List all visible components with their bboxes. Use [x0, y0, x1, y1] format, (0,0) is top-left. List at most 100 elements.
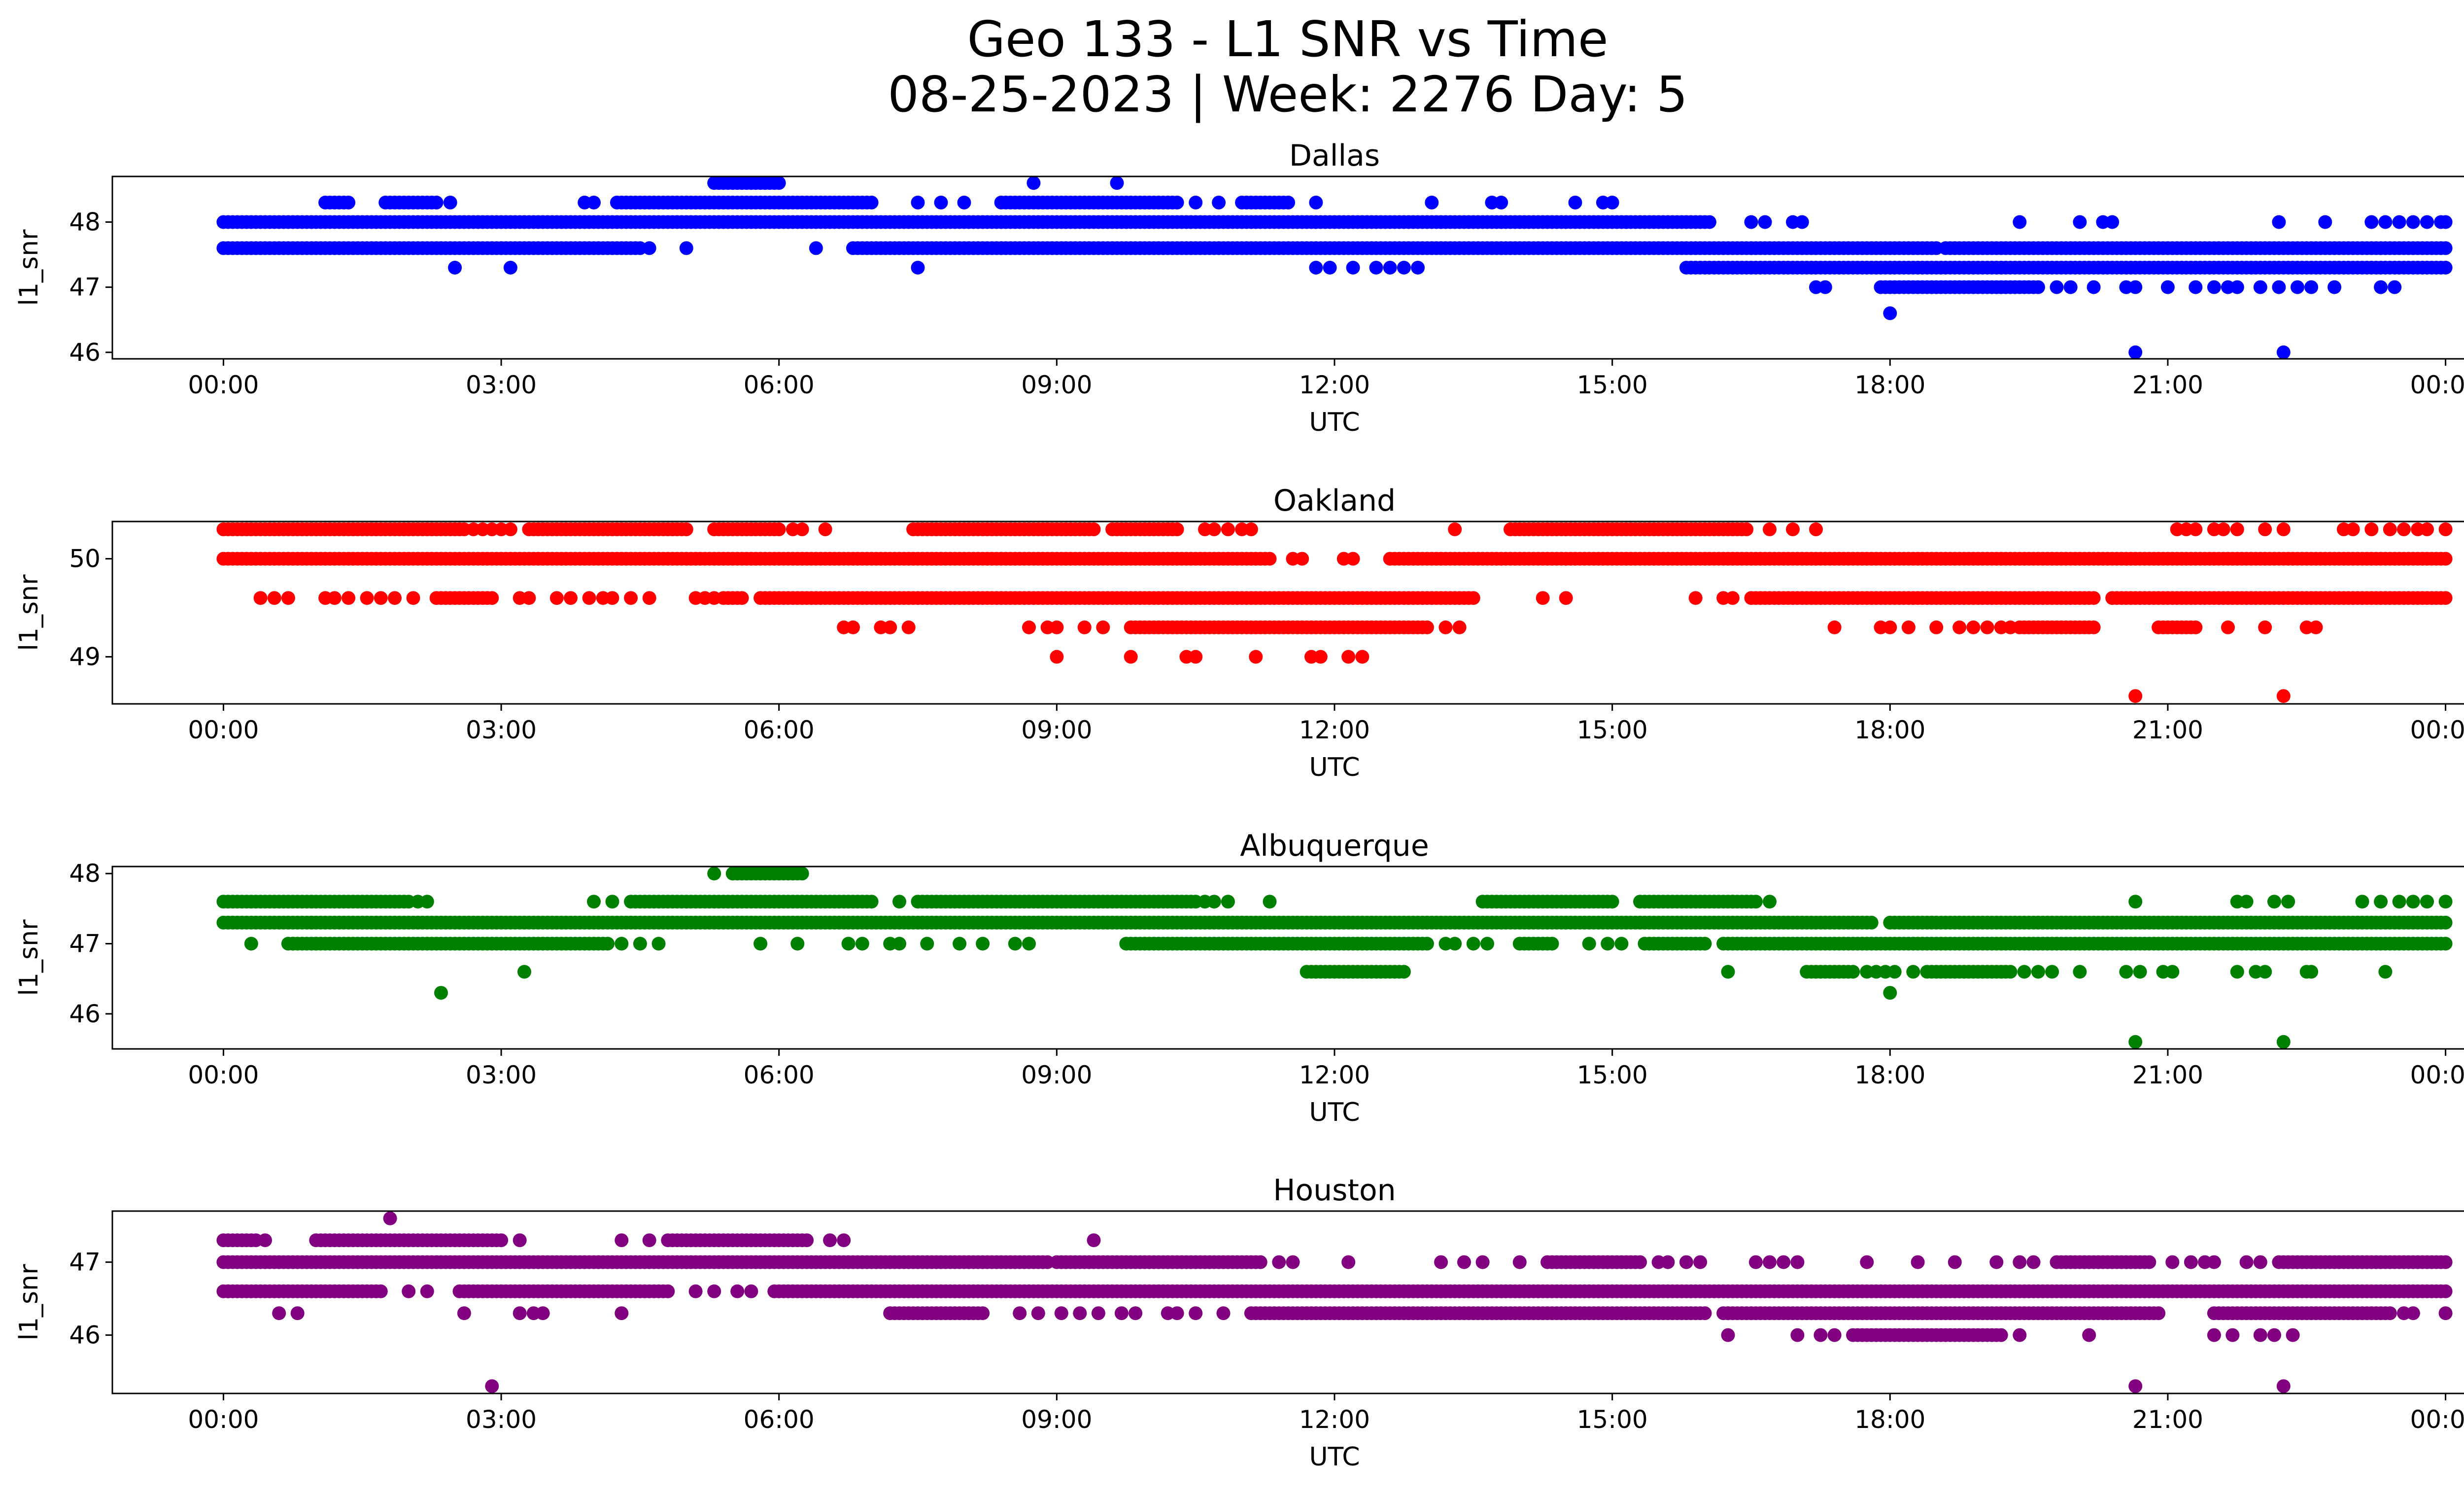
- data-point: [2105, 215, 2120, 229]
- x-axis-label: UTC: [1309, 753, 1360, 782]
- data-point: [2438, 1255, 2453, 1269]
- data-point: [2438, 937, 2453, 951]
- data-point: [267, 591, 281, 605]
- data-point: [753, 937, 768, 951]
- data-point: [2063, 280, 2078, 294]
- data-point: [1860, 1255, 1874, 1269]
- data-point: [2152, 1306, 2166, 1321]
- scatter-series: [216, 1211, 2453, 1393]
- data-point: [1216, 1306, 1231, 1321]
- data-point: [1809, 522, 1823, 536]
- data-point: [2253, 1255, 2267, 1269]
- data-point: [1425, 195, 1439, 209]
- x-tick-label: 15:00: [1577, 1405, 1648, 1434]
- data-point: [735, 591, 749, 605]
- data-point: [2364, 215, 2379, 229]
- data-point: [1740, 522, 1754, 536]
- data-point: [360, 591, 374, 605]
- data-point: [2050, 280, 2064, 294]
- data-point: [1721, 965, 1735, 979]
- data-point: [1605, 195, 1619, 209]
- x-tick-label: 00:00: [2410, 1061, 2464, 1089]
- x-axis-label: UTC: [1309, 1098, 1360, 1127]
- data-point: [1189, 650, 1203, 664]
- data-point: [2276, 1379, 2291, 1393]
- data-point: [901, 620, 916, 634]
- x-tick-label: 21:00: [2132, 1061, 2203, 1089]
- x-tick-label: 03:00: [466, 1405, 537, 1434]
- data-point: [846, 620, 860, 634]
- data-point: [1989, 1255, 2004, 1269]
- data-point: [1207, 522, 1221, 536]
- data-point: [2406, 215, 2420, 229]
- data-point: [1341, 1255, 1356, 1269]
- data-point: [2388, 280, 2402, 294]
- data-point: [549, 591, 564, 605]
- data-point: [795, 522, 809, 536]
- x-tick-label: 15:00: [1577, 716, 1648, 744]
- data-point: [1355, 650, 1369, 664]
- data-point: [2364, 522, 2379, 536]
- x-axis-label: UTC: [1309, 408, 1360, 437]
- data-point: [1748, 1255, 1763, 1269]
- x-tick-label: 00:00: [2410, 371, 2464, 399]
- data-point: [911, 195, 925, 209]
- data-point: [2397, 522, 2411, 536]
- data-point: [1263, 895, 1277, 909]
- data-point: [2438, 895, 2453, 909]
- x-tick-label: 00:00: [188, 371, 259, 399]
- data-point: [2128, 689, 2143, 703]
- data-point: [1702, 215, 1716, 229]
- x-tick-label: 09:00: [1021, 1405, 1092, 1434]
- data-point: [1721, 1328, 1735, 1342]
- data-point: [281, 591, 295, 605]
- data-point: [2420, 895, 2434, 909]
- subplot-albuquerque: 00:00 03:00 06:00 09:00 12:00 15:00 18:00 21:00…: [14, 829, 2464, 1127]
- data-point: [615, 937, 629, 951]
- x-tick-label: 06:00: [744, 371, 815, 399]
- data-point: [2045, 965, 2059, 979]
- data-point: [457, 1306, 471, 1321]
- data-point: [1748, 895, 1763, 909]
- data-point: [1790, 1328, 1805, 1342]
- x-tick-label: 03:00: [466, 1061, 537, 1089]
- data-point: [286, 937, 300, 951]
- data-point: [615, 1306, 629, 1321]
- data-point: [2207, 280, 2221, 294]
- data-point: [2392, 895, 2406, 909]
- data-point: [2346, 522, 2360, 536]
- data-point: [2406, 1306, 2420, 1321]
- data-point: [1091, 1306, 1105, 1321]
- data-point: [855, 937, 869, 951]
- y-axis-label: l1_snr: [14, 229, 44, 306]
- y-tick-label: 47: [69, 1248, 101, 1277]
- data-point: [934, 195, 948, 209]
- x-tick-label: 00:00: [188, 716, 259, 744]
- subplot-title: Albuquerque: [1240, 829, 1429, 863]
- data-point: [420, 1284, 434, 1298]
- data-point: [837, 1233, 851, 1248]
- y-axis-label: l1_snr: [14, 1264, 44, 1341]
- data-point: [406, 591, 420, 605]
- data-point: [1582, 937, 1596, 951]
- data-point: [2160, 280, 2175, 294]
- data-point: [2207, 1255, 2221, 1269]
- data-point: [1633, 1255, 1647, 1269]
- x-tick-label: 12:00: [1299, 1405, 1370, 1434]
- data-point: [957, 195, 971, 209]
- data-point: [688, 1284, 703, 1298]
- y-tick-label: 48: [69, 859, 101, 888]
- data-point: [1758, 215, 1772, 229]
- data-point: [1452, 620, 1467, 634]
- data-point: [795, 867, 809, 881]
- data-point: [2225, 1328, 2240, 1342]
- data-point: [651, 937, 666, 951]
- data-point: [1022, 937, 1036, 951]
- data-point: [1795, 215, 1809, 229]
- data-point: [642, 591, 656, 605]
- data-point: [2189, 280, 2203, 294]
- data-point: [2128, 1035, 2143, 1049]
- data-point: [258, 1233, 272, 1248]
- data-point: [1110, 176, 1124, 190]
- data-point: [1341, 650, 1356, 664]
